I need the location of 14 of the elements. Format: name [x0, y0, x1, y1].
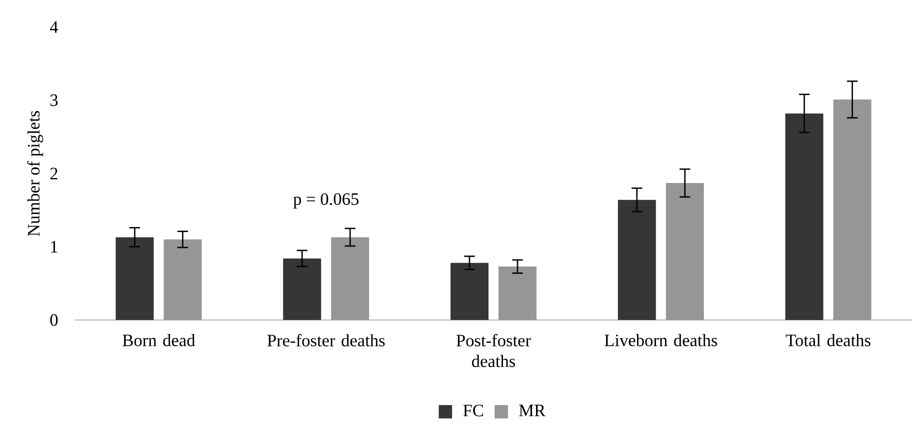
y-tick-label: 1 — [51, 241, 58, 252]
x-tick-label: Liveborn deaths — [604, 334, 718, 346]
y-axis-title: Number of piglets — [27, 111, 44, 236]
x-tick-label: Post-foster deaths — [456, 334, 531, 368]
y-tick-label: 4 — [50, 21, 58, 33]
annotation: p = 0.065 — [293, 193, 358, 208]
legend-label: MR — [519, 404, 546, 416]
x-tick-label: Born dead — [122, 334, 196, 346]
x-tick-label: Total deaths — [786, 334, 870, 346]
x-tick-label: Pre-foster deaths — [267, 334, 385, 346]
legend-label: FC — [463, 404, 483, 416]
y-tick-label: 2 — [50, 168, 58, 180]
y-tick-label: 0 — [50, 314, 58, 326]
y-tick-label: 3 — [50, 94, 58, 106]
